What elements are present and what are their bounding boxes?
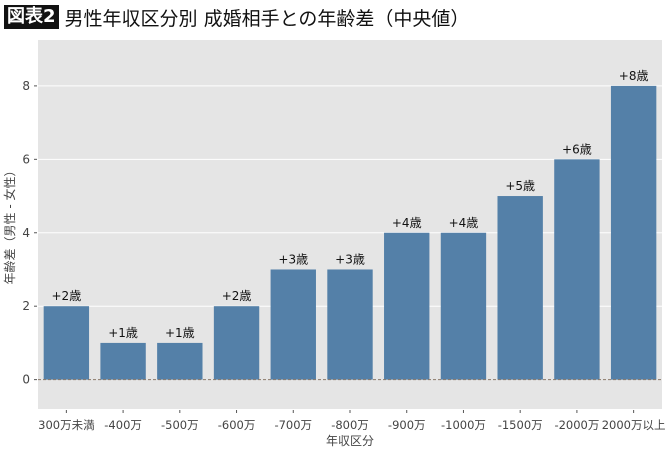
bar [327, 269, 373, 380]
bar [213, 306, 260, 380]
x-tick-label: -400万 [104, 418, 142, 432]
data-label: +6歳 [562, 142, 592, 156]
data-label: +3歳 [278, 252, 308, 266]
x-tick-label: -900万 [388, 418, 426, 432]
y-axis-label: 年齢差（男性 - 女性） [2, 165, 17, 285]
x-tick-label: 2000万以上 [602, 418, 666, 432]
data-label: +1歳 [165, 326, 195, 340]
chart-title: 図表2 男性年収区分別 成婚相手との年齢差（中央値） [4, 4, 469, 30]
data-label: +3歳 [335, 252, 365, 266]
bar [497, 196, 543, 380]
bar [554, 159, 600, 380]
bar [384, 232, 430, 380]
bar [100, 342, 146, 380]
y-tick-label: 4 [22, 226, 30, 240]
bar [157, 342, 203, 380]
bar [610, 85, 657, 380]
title-text: 男性年収区分別 成婚相手との年齢差（中央値） [64, 7, 470, 30]
data-label: +2歳 [52, 289, 82, 303]
data-label: +1歳 [108, 326, 138, 340]
x-tick-label: -700万 [274, 418, 312, 432]
y-tick-label: 8 [22, 79, 30, 93]
bar [440, 232, 487, 380]
data-label: +4歳 [392, 216, 422, 230]
y-tick-label: 0 [22, 373, 30, 387]
bar [43, 306, 90, 380]
x-tick-label: -800万 [331, 418, 369, 432]
figure-badge: 図表2 [4, 5, 59, 29]
y-tick-label: 2 [22, 299, 30, 313]
data-label: +2歳 [222, 289, 252, 303]
data-label: +5歳 [505, 179, 535, 193]
y-tick-label: 6 [22, 152, 30, 166]
x-tick-label: -600万 [218, 418, 256, 432]
bar [270, 269, 316, 380]
data-label: +8歳 [619, 69, 649, 83]
x-tick-label: 300万未満 [38, 418, 94, 432]
x-tick-label: -2000万 [554, 418, 599, 432]
x-tick-label: -1500万 [498, 418, 543, 432]
x-tick-label: -1000万 [441, 418, 486, 432]
x-axis-label: 年収区分 [326, 434, 374, 448]
x-tick-label: -500万 [161, 418, 199, 432]
data-label: +4歳 [449, 216, 479, 230]
